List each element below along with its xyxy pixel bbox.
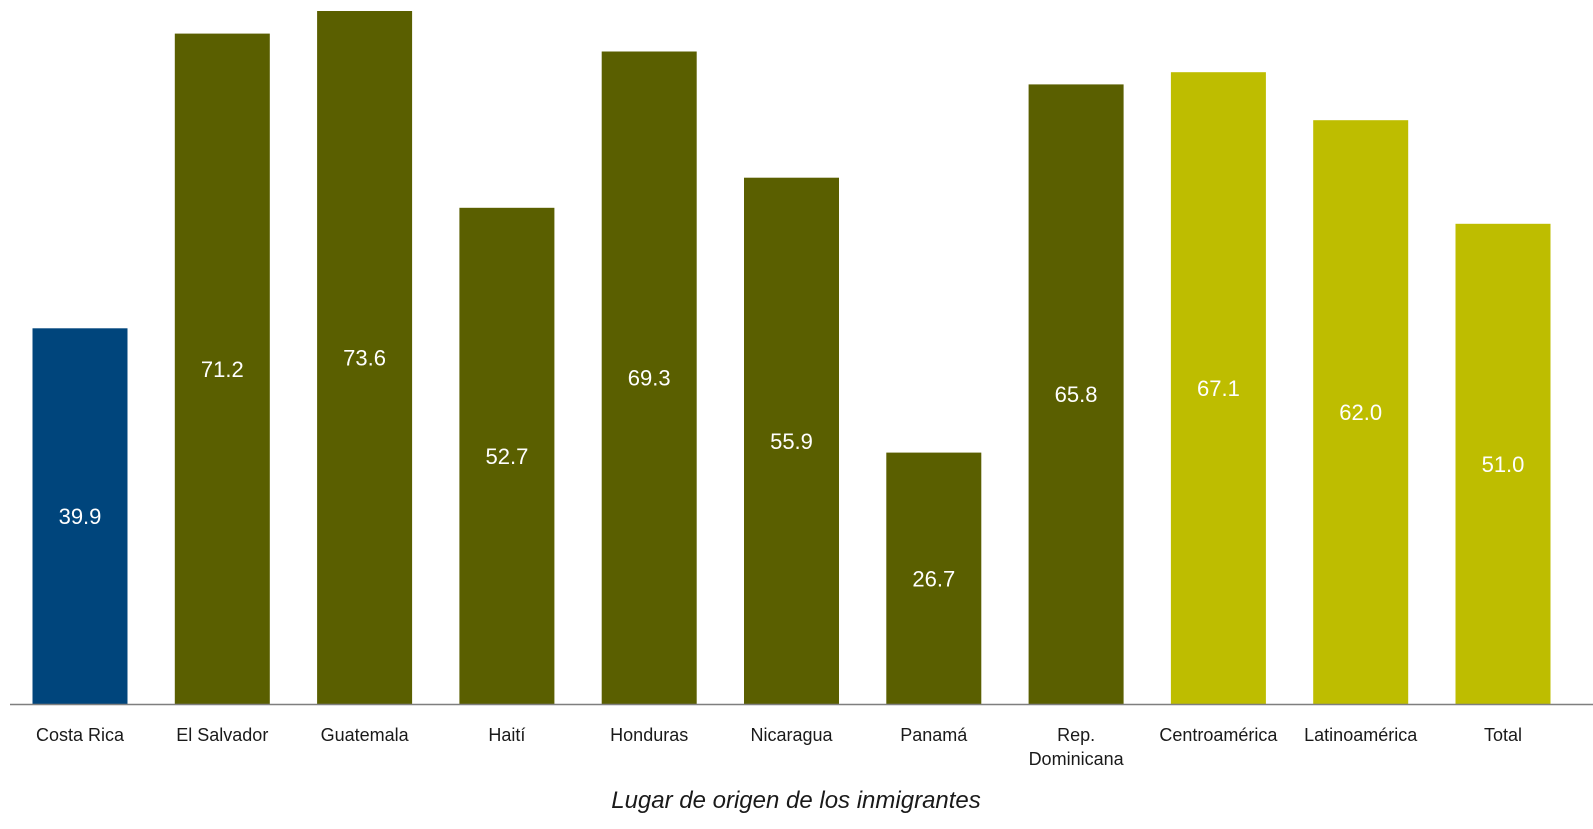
bar-value-label: 55.9 <box>770 429 813 454</box>
x-tick-label: Total <box>1484 725 1522 745</box>
x-tick-label: Panamá <box>900 725 968 745</box>
x-tick-label-line: Dominicana <box>1029 749 1125 769</box>
bar-value-label: 65.8 <box>1055 382 1098 407</box>
x-tick-label-line: Honduras <box>610 725 688 745</box>
bar <box>317 11 413 704</box>
bar <box>459 207 555 705</box>
x-tick-label-line: Haití <box>488 725 525 745</box>
bar <box>174 33 270 705</box>
x-tick-label: Costa Rica <box>36 725 125 745</box>
bar-value-label: 73.6 <box>343 346 386 371</box>
x-tick-label: Guatemala <box>321 725 410 745</box>
bar <box>1028 84 1124 704</box>
bar-value-label: 51.0 <box>1482 452 1525 477</box>
bars-group <box>32 11 1551 705</box>
bar-value-label: 69.3 <box>628 366 671 391</box>
x-tick-label-line: Rep. <box>1057 725 1095 745</box>
x-tick-label-line: Nicaragua <box>750 725 833 745</box>
x-tick-labels-group: Costa Rica El Salvador Guatemala Haití Hondu… <box>36 725 1522 769</box>
bar-value-label: 67.1 <box>1197 376 1240 401</box>
bar <box>744 177 839 704</box>
bar <box>886 452 982 704</box>
x-axis-title: Lugar de origen de los inmigrantes <box>611 787 981 814</box>
x-tick-label-line: Panamá <box>900 725 968 745</box>
x-tick-label: Latinoamérica <box>1304 725 1418 745</box>
value-labels-group: 39.9 71.2 73.6 52.7 69.3 55.9 26.7 65.8 67.1 62.0… <box>59 346 1525 592</box>
bar-value-label: 39.9 <box>59 504 102 529</box>
x-tick-label: Centroamérica <box>1159 725 1278 745</box>
x-tick-label-line: El Salvador <box>176 725 268 745</box>
x-tick-label-line: Costa Rica <box>36 725 125 745</box>
bar <box>1313 120 1409 704</box>
x-tick-label: Rep. Dominicana <box>1029 725 1125 769</box>
bar <box>1170 72 1266 704</box>
bar-value-label: 62.0 <box>1339 400 1382 425</box>
x-tick-label: Haití <box>488 725 525 745</box>
x-tick-label: Nicaragua <box>750 725 833 745</box>
bar <box>601 51 697 704</box>
bar-value-label: 26.7 <box>912 566 955 591</box>
x-tick-label-line: Latinoamérica <box>1304 725 1418 745</box>
x-tick-label: El Salvador <box>176 725 268 745</box>
x-tick-label: Honduras <box>610 725 688 745</box>
x-tick-label-line: Guatemala <box>321 725 410 745</box>
x-tick-label-line: Total <box>1484 725 1522 745</box>
bar-value-label: 71.2 <box>201 357 244 382</box>
bar-value-label: 52.7 <box>485 444 528 469</box>
bar <box>1455 223 1551 705</box>
x-tick-label-line: Centroamérica <box>1159 725 1278 745</box>
bar <box>32 328 128 704</box>
